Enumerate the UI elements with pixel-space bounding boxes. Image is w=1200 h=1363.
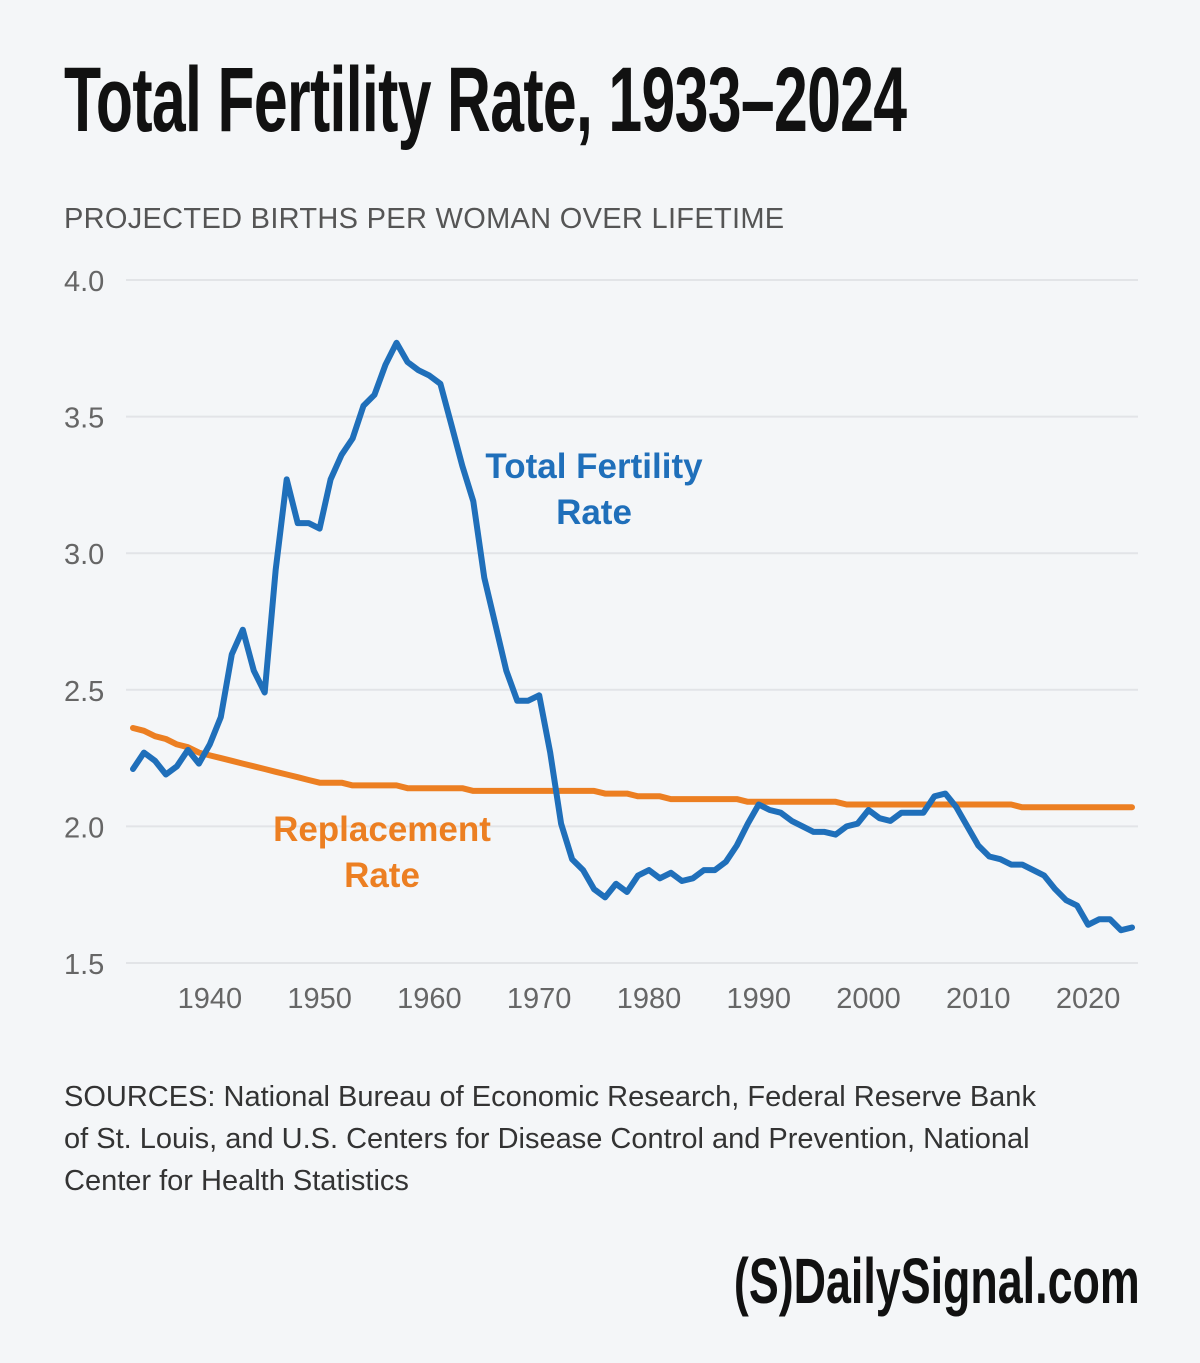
y-axis-label: PROJECTED BIRTHS PER WOMAN OVER LIFETIME (64, 203, 785, 235)
y-tick-label: 1.5 (64, 949, 104, 981)
sources-note: SOURCES: National Bureau of Economic Res… (64, 1081, 1036, 1197)
x-tick-label: 1960 (397, 983, 462, 1015)
replacement-series-label: Rate (344, 856, 420, 895)
x-tick-label: 2000 (836, 983, 901, 1015)
y-tick-label: 3.0 (64, 539, 104, 571)
x-tick-label: 1980 (617, 983, 682, 1015)
x-tick-label: 2020 (1056, 983, 1121, 1015)
tfr-series-label: Total Fertility (485, 447, 703, 486)
y-tick-label: 2.5 (64, 676, 104, 708)
chart-title: Total Fertility Rate, 1933–2024 (64, 49, 907, 151)
daily-signal-logo: (S)DailySignal.com (734, 1245, 1140, 1317)
x-tick-label: 2010 (946, 983, 1011, 1015)
replacement-line (130, 725, 1135, 811)
y-tick-label: 3.5 (64, 403, 104, 435)
x-tick-label: 1990 (726, 983, 791, 1015)
tfr-series-label: Rate (556, 493, 632, 532)
y-tick-label: 4.0 (64, 266, 104, 298)
replacement-series-label: Replacement (273, 810, 491, 849)
tfr-line (130, 339, 1135, 934)
y-tick-label: 2.0 (64, 812, 104, 844)
x-tick-label: 1950 (287, 983, 352, 1015)
x-tick-label: 1970 (507, 983, 572, 1015)
x-tick-label: 1940 (178, 983, 243, 1015)
